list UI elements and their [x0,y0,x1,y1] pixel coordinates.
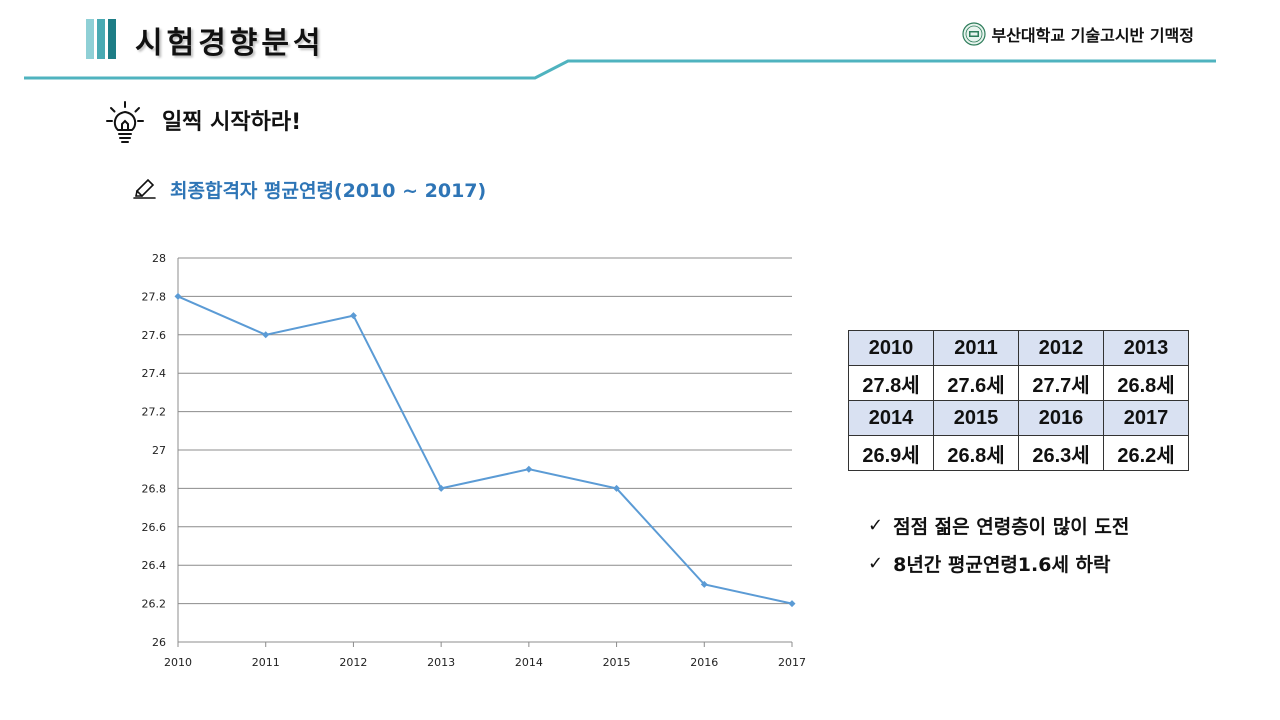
note-text: 8년간 평균연령1.6세 하락 [893,553,1111,576]
data-point [788,600,796,608]
y-tick-label: 27.4 [142,367,167,380]
table-cell: 27.7세 [1018,365,1104,401]
pencil-icon [133,178,156,199]
chart-heading: 최종합격자 평균연령(2010 ~ 2017) [170,180,487,202]
notes-list: ✓ 점점 젊은 연령층이 많이 도전 ✓ 8년간 평균연령1.6세 하락 [868,506,1129,582]
y-tick-label: 27 [152,444,166,457]
note-text: 점점 젊은 연령층이 많이 도전 [893,515,1130,538]
table-cell: 2013 [1103,330,1189,366]
table-cell: 2015 [933,400,1019,436]
note-item: ✓ 점점 젊은 연령층이 많이 도전 [868,506,1129,544]
table-cell: 27.6세 [933,365,1019,401]
table-cell: 2011 [933,330,1019,366]
brand-label: 부산대학교 기술고시반 기맥정 [991,26,1194,45]
y-tick-label: 26.2 [142,598,167,611]
title-bars-decoration [86,19,118,59]
header-divider-line [24,59,1216,80]
section-title: 일찍 시작하라! [162,110,302,135]
page-title: 시험경향분석 [135,26,325,61]
y-tick-label: 26 [152,636,166,649]
table-age-row: 26.9세 26.8세 26.3세 26.2세 [848,435,1189,471]
x-tick-label: 2010 [164,656,192,669]
y-tick-label: 28 [152,252,166,265]
table-cell: 2017 [1103,400,1189,436]
y-tick-label: 26.6 [142,521,167,534]
x-tick-label: 2016 [690,656,718,669]
data-point [613,484,621,492]
series-line [177,295,793,605]
x-tick-label: 2017 [778,656,806,669]
y-tick-label: 26.4 [142,559,167,572]
data-point [349,312,357,320]
lightbulb-icon [106,101,144,143]
x-tick-label: 2011 [252,656,280,669]
y-tick-label: 26.8 [142,482,167,495]
table-cell: 2010 [848,330,934,366]
table-cell: 26.2세 [1103,435,1189,471]
table-cell: 27.8세 [848,365,934,401]
data-point [700,580,708,588]
age-table: 2010 2011 2012 2013 27.8세 27.6세 27.7세 26.8세 2014… [848,330,1189,471]
y-tick-label: 27.8 [142,290,167,303]
table-age-row: 27.8세 27.6세 27.7세 26.8세 [848,365,1189,401]
checkmark-icon: ✓ [868,514,884,536]
table-cell: 26.8세 [1103,365,1189,401]
data-point [525,465,533,473]
y-tick-label: 27.2 [142,406,167,419]
table-cell: 26.9세 [848,435,934,471]
x-tick-label: 2013 [427,656,455,669]
x-tick-label: 2014 [515,656,543,669]
table-year-row: 2014 2015 2016 2017 [848,400,1189,436]
table-cell: 2012 [1018,330,1104,366]
table-cell: 2016 [1018,400,1104,436]
table-cell: 26.8세 [933,435,1019,471]
brand: 부산대학교 기술고시반 기맥정 [962,22,1194,46]
data-point [174,292,182,300]
university-logo-icon [962,22,987,46]
note-item: ✓ 8년간 평균연령1.6세 하락 [868,544,1129,582]
checkmark-icon: ✓ [868,552,884,574]
table-year-row: 2010 2011 2012 2013 [848,330,1189,366]
y-tick-label: 27.6 [142,329,167,342]
table-cell: 26.3세 [1018,435,1104,471]
x-tick-label: 2012 [339,656,367,669]
x-tick-label: 2015 [603,656,631,669]
data-point [262,331,270,339]
data-point [437,484,445,492]
table-cell: 2014 [848,400,934,436]
